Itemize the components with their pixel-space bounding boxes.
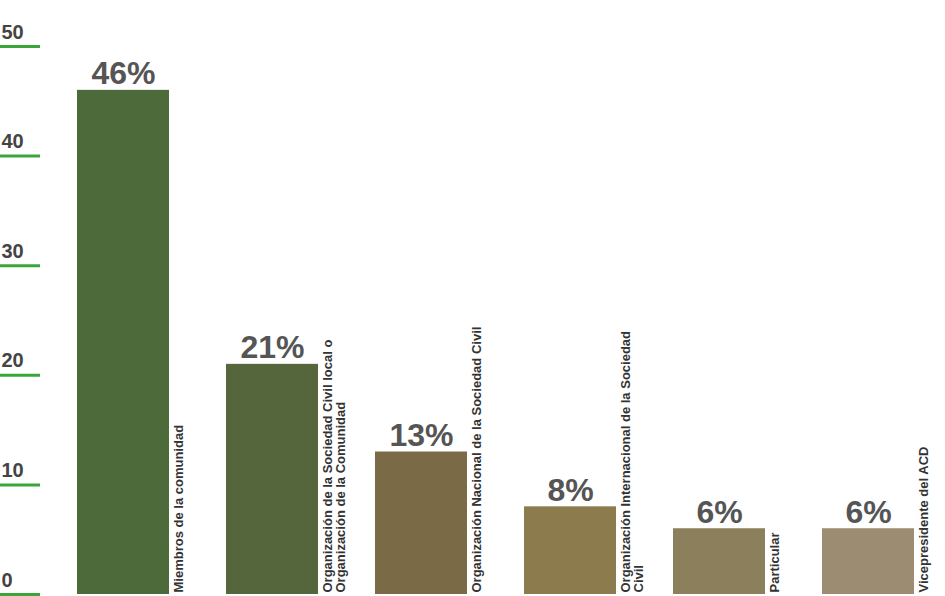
svg-text:0: 0	[2, 569, 13, 591]
svg-text:21%: 21%	[240, 329, 304, 365]
svg-text:40: 40	[2, 130, 24, 152]
svg-text:10: 10	[2, 459, 24, 481]
svg-text:Organización de la Sociedad Ci: Organización de la Sociedad Civil local …	[320, 340, 348, 593]
svg-text:Organización Nacional de la So: Organización Nacional de la Sociedad Civ…	[469, 327, 484, 593]
svg-text:Particular: Particular	[767, 533, 782, 593]
svg-text:13%: 13%	[389, 417, 453, 453]
svg-text:Miembros de la comunidad: Miembros de la comunidad	[171, 425, 186, 593]
svg-text:20: 20	[2, 349, 24, 371]
svg-text:50: 50	[2, 21, 24, 43]
svg-text:6%: 6%	[696, 494, 742, 530]
svg-text:Organización Internacional de: Organización Internacional de la Socieda…	[618, 331, 646, 593]
svg-text:Vicepresidente del ACD: Vicepresidente del ACD	[916, 447, 931, 593]
svg-text:8%: 8%	[547, 472, 593, 508]
svg-text:46%: 46%	[91, 55, 155, 91]
svg-text:30: 30	[2, 240, 24, 262]
svg-text:6%: 6%	[845, 494, 891, 530]
